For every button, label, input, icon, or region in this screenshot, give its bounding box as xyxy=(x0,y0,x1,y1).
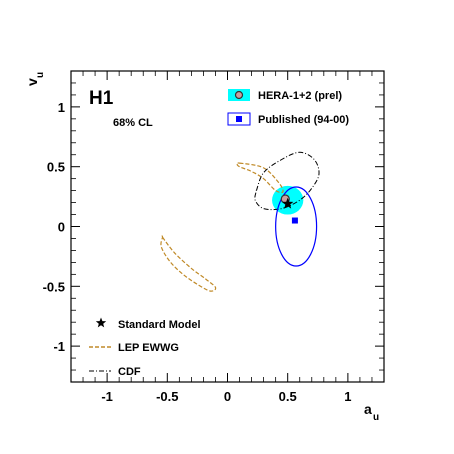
x-tick-label: 0.5 xyxy=(279,389,297,404)
markers-layer xyxy=(280,194,298,224)
legend-standard-model-marker xyxy=(95,317,107,328)
x-tick-label: 1 xyxy=(344,389,351,404)
experiment-label: H1 xyxy=(89,88,114,109)
y-tick-label: 0 xyxy=(58,220,65,235)
x-axis-subscript: u xyxy=(373,412,379,423)
y-tick-label: 1 xyxy=(58,100,65,115)
lep-ewwg-contour xyxy=(236,162,284,194)
legend-bottom: Standard Model LEP EWWG CDF xyxy=(89,317,201,378)
x-axis-title: a xyxy=(364,401,372,417)
legend-cdf-label: CDF xyxy=(118,366,141,378)
plot-area: -1 -0.5 0 0.5 1 -1 -0.5 0 0.5 1 xyxy=(43,70,385,404)
y-axis-label: v u xyxy=(24,72,46,86)
legend-hera-label: HERA-1+2 (prel) xyxy=(258,90,342,102)
x-tick-label: 0 xyxy=(224,389,231,404)
published-contour xyxy=(275,186,318,267)
ticks-layer: -1 -0.5 0 0.5 1 -1 -0.5 0 0.5 1 xyxy=(43,71,384,404)
y-tick-label: -0.5 xyxy=(43,279,65,294)
legend-published-marker xyxy=(236,116,242,122)
x-axis-label: a u xyxy=(364,401,379,423)
y-tick-label: 0.5 xyxy=(47,160,65,175)
lep-ewwg-contour xyxy=(160,235,217,292)
contours-layer xyxy=(160,151,320,292)
cdf-contour xyxy=(254,151,320,211)
legend-top: HERA-1+2 (prel) Published (94-00) xyxy=(227,89,349,126)
legend-published-label: Published (94-00) xyxy=(258,114,349,126)
published-point xyxy=(291,217,298,224)
y-axis-title: v xyxy=(24,78,40,86)
x-tick-label: -0.5 xyxy=(156,389,178,404)
y-axis-subscript: u xyxy=(35,72,46,78)
standard-model-point xyxy=(282,197,294,209)
confidence-label: 68% CL xyxy=(113,117,153,129)
legend-standard-model-label: Standard Model xyxy=(118,319,201,331)
x-tick-label: -1 xyxy=(101,389,113,404)
y-tick-label: -1 xyxy=(53,339,65,354)
legend-lep-ewwg-label: LEP EWWG xyxy=(118,342,179,354)
legend-hera-marker xyxy=(234,90,244,100)
